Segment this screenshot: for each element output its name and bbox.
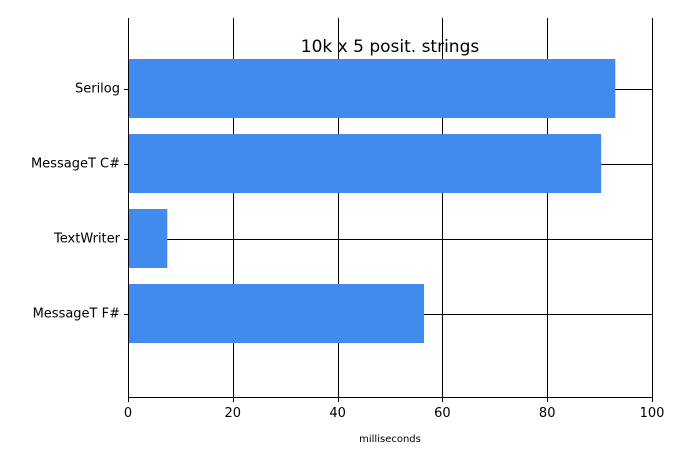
category-label: MessageT C# [31, 157, 120, 172]
x-axis-title: milliseconds [359, 434, 421, 445]
chart-title: 10k x 5 posit. strings [301, 37, 480, 57]
bar-serilog [128, 59, 616, 118]
axes [128, 18, 653, 402]
bar-messaget-c [128, 134, 602, 193]
x-tick-label: 40 [329, 406, 346, 421]
x-tick-label: 0 [124, 406, 132, 421]
x-tick-label: 60 [434, 406, 451, 421]
x-tick-label: 80 [539, 406, 556, 421]
x-tick-label: 100 [640, 406, 665, 421]
bars [128, 59, 616, 343]
bar-messaget-f [128, 284, 425, 343]
bar-textwriter [128, 209, 168, 268]
category-label: TextWriter [53, 232, 121, 247]
category-labels: Serilog MessageT C# TextWriter MessageT F# [31, 82, 121, 322]
category-label: MessageT F# [33, 307, 120, 322]
x-tick-label: 20 [225, 406, 242, 421]
category-label: Serilog [75, 82, 120, 97]
x-ticks: 0 20 40 60 80 100 [124, 406, 665, 421]
